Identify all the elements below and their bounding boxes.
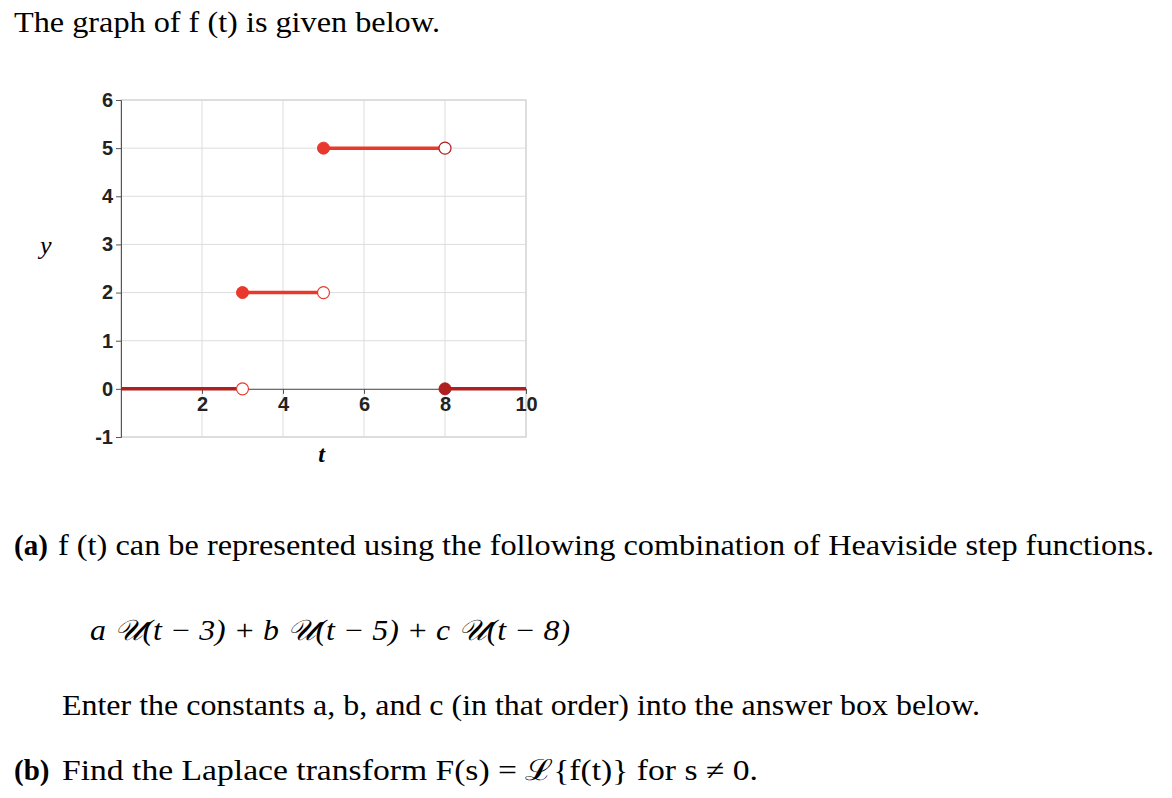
axis-line bbox=[116, 101, 122, 438]
chart: -1 0 1 2 3 4 5 6 2 4 6 8 10 bbox=[95, 89, 537, 448]
part-text: f (t) can be represented using the follo… bbox=[58, 529, 1154, 562]
open-endpoint bbox=[237, 383, 249, 395]
x-axis: 2 4 6 8 10 bbox=[122, 389, 538, 415]
tick-mark bbox=[116, 196, 121, 197]
tick: 6 bbox=[359, 389, 370, 415]
grid-line bbox=[364, 100, 365, 437]
tick-label: 5 bbox=[102, 137, 113, 159]
grid-line bbox=[202, 100, 203, 437]
step-segment bbox=[324, 146, 446, 150]
tick-label: 10 bbox=[515, 393, 537, 415]
tick-label: 0 bbox=[102, 378, 113, 400]
tick-mark bbox=[116, 148, 121, 149]
tick-label: -1 bbox=[95, 426, 113, 448]
tick-label: 2 bbox=[197, 393, 208, 415]
page: The graph of f (t) is given below. (a) f (… bbox=[0, 0, 1172, 798]
tick-label: 4 bbox=[278, 393, 290, 415]
tick: 2 bbox=[197, 389, 208, 415]
tick-mark bbox=[116, 437, 121, 438]
tick-mark bbox=[116, 341, 121, 342]
grid-line bbox=[121, 244, 526, 245]
marks bbox=[121, 142, 526, 395]
open-endpoint bbox=[439, 142, 451, 154]
tick: 4 bbox=[278, 389, 290, 415]
part-text: Find the Laplace transform F(s) = ℒ{f(t)… bbox=[62, 754, 758, 787]
tick: 0 bbox=[102, 378, 121, 400]
tick-mark bbox=[116, 389, 121, 390]
tick-label: 2 bbox=[102, 281, 113, 303]
tick-label: 6 bbox=[359, 393, 370, 415]
tick-label: 1 bbox=[102, 330, 113, 352]
grid-line bbox=[121, 100, 526, 101]
closed-endpoint bbox=[439, 383, 451, 395]
tick-label: 8 bbox=[440, 393, 451, 415]
tick-mark bbox=[116, 100, 121, 101]
step-segment bbox=[243, 291, 324, 295]
y-axis: -1 0 1 2 3 4 5 6 bbox=[95, 89, 121, 448]
step-segment bbox=[121, 387, 243, 391]
open-endpoint bbox=[318, 287, 330, 299]
tick: 6 bbox=[102, 89, 121, 111]
tick-mark bbox=[116, 244, 121, 245]
tick-label: 6 bbox=[102, 89, 113, 111]
plot-frame bbox=[121, 100, 526, 437]
grid bbox=[121, 100, 526, 437]
closed-endpoint bbox=[318, 142, 330, 154]
instruction-text: Enter the constants a, b, and c (in that… bbox=[62, 689, 980, 722]
tick: 1 bbox=[102, 330, 121, 352]
tick: 3 bbox=[102, 233, 121, 255]
grid-line bbox=[121, 437, 526, 438]
step-segment bbox=[445, 387, 526, 391]
grid-line bbox=[121, 196, 526, 197]
tick-label: 4 bbox=[102, 185, 114, 207]
axis-line bbox=[122, 389, 527, 394]
axis-title: t bbox=[318, 441, 326, 467]
closed-endpoint bbox=[237, 287, 249, 299]
part-label: (b) bbox=[14, 754, 49, 787]
part-label: (a) bbox=[14, 529, 48, 562]
grid-line bbox=[526, 100, 527, 437]
tick: 5 bbox=[102, 137, 121, 159]
tick: -1 bbox=[95, 426, 121, 448]
tick: 2 bbox=[102, 281, 121, 303]
grid-line bbox=[283, 100, 284, 437]
tick-mark bbox=[116, 293, 121, 294]
formula: a 𝒰(t − 3) + b 𝒰(t − 5) + c 𝒰(t − 8) bbox=[90, 614, 570, 647]
tick: 4 bbox=[102, 185, 121, 207]
axis-title: y bbox=[37, 231, 52, 260]
grid-line bbox=[121, 340, 526, 341]
tick: 10 bbox=[515, 389, 537, 415]
tick-label: 3 bbox=[102, 233, 113, 255]
intro-text: The graph of f (t) is given below. bbox=[14, 5, 440, 39]
